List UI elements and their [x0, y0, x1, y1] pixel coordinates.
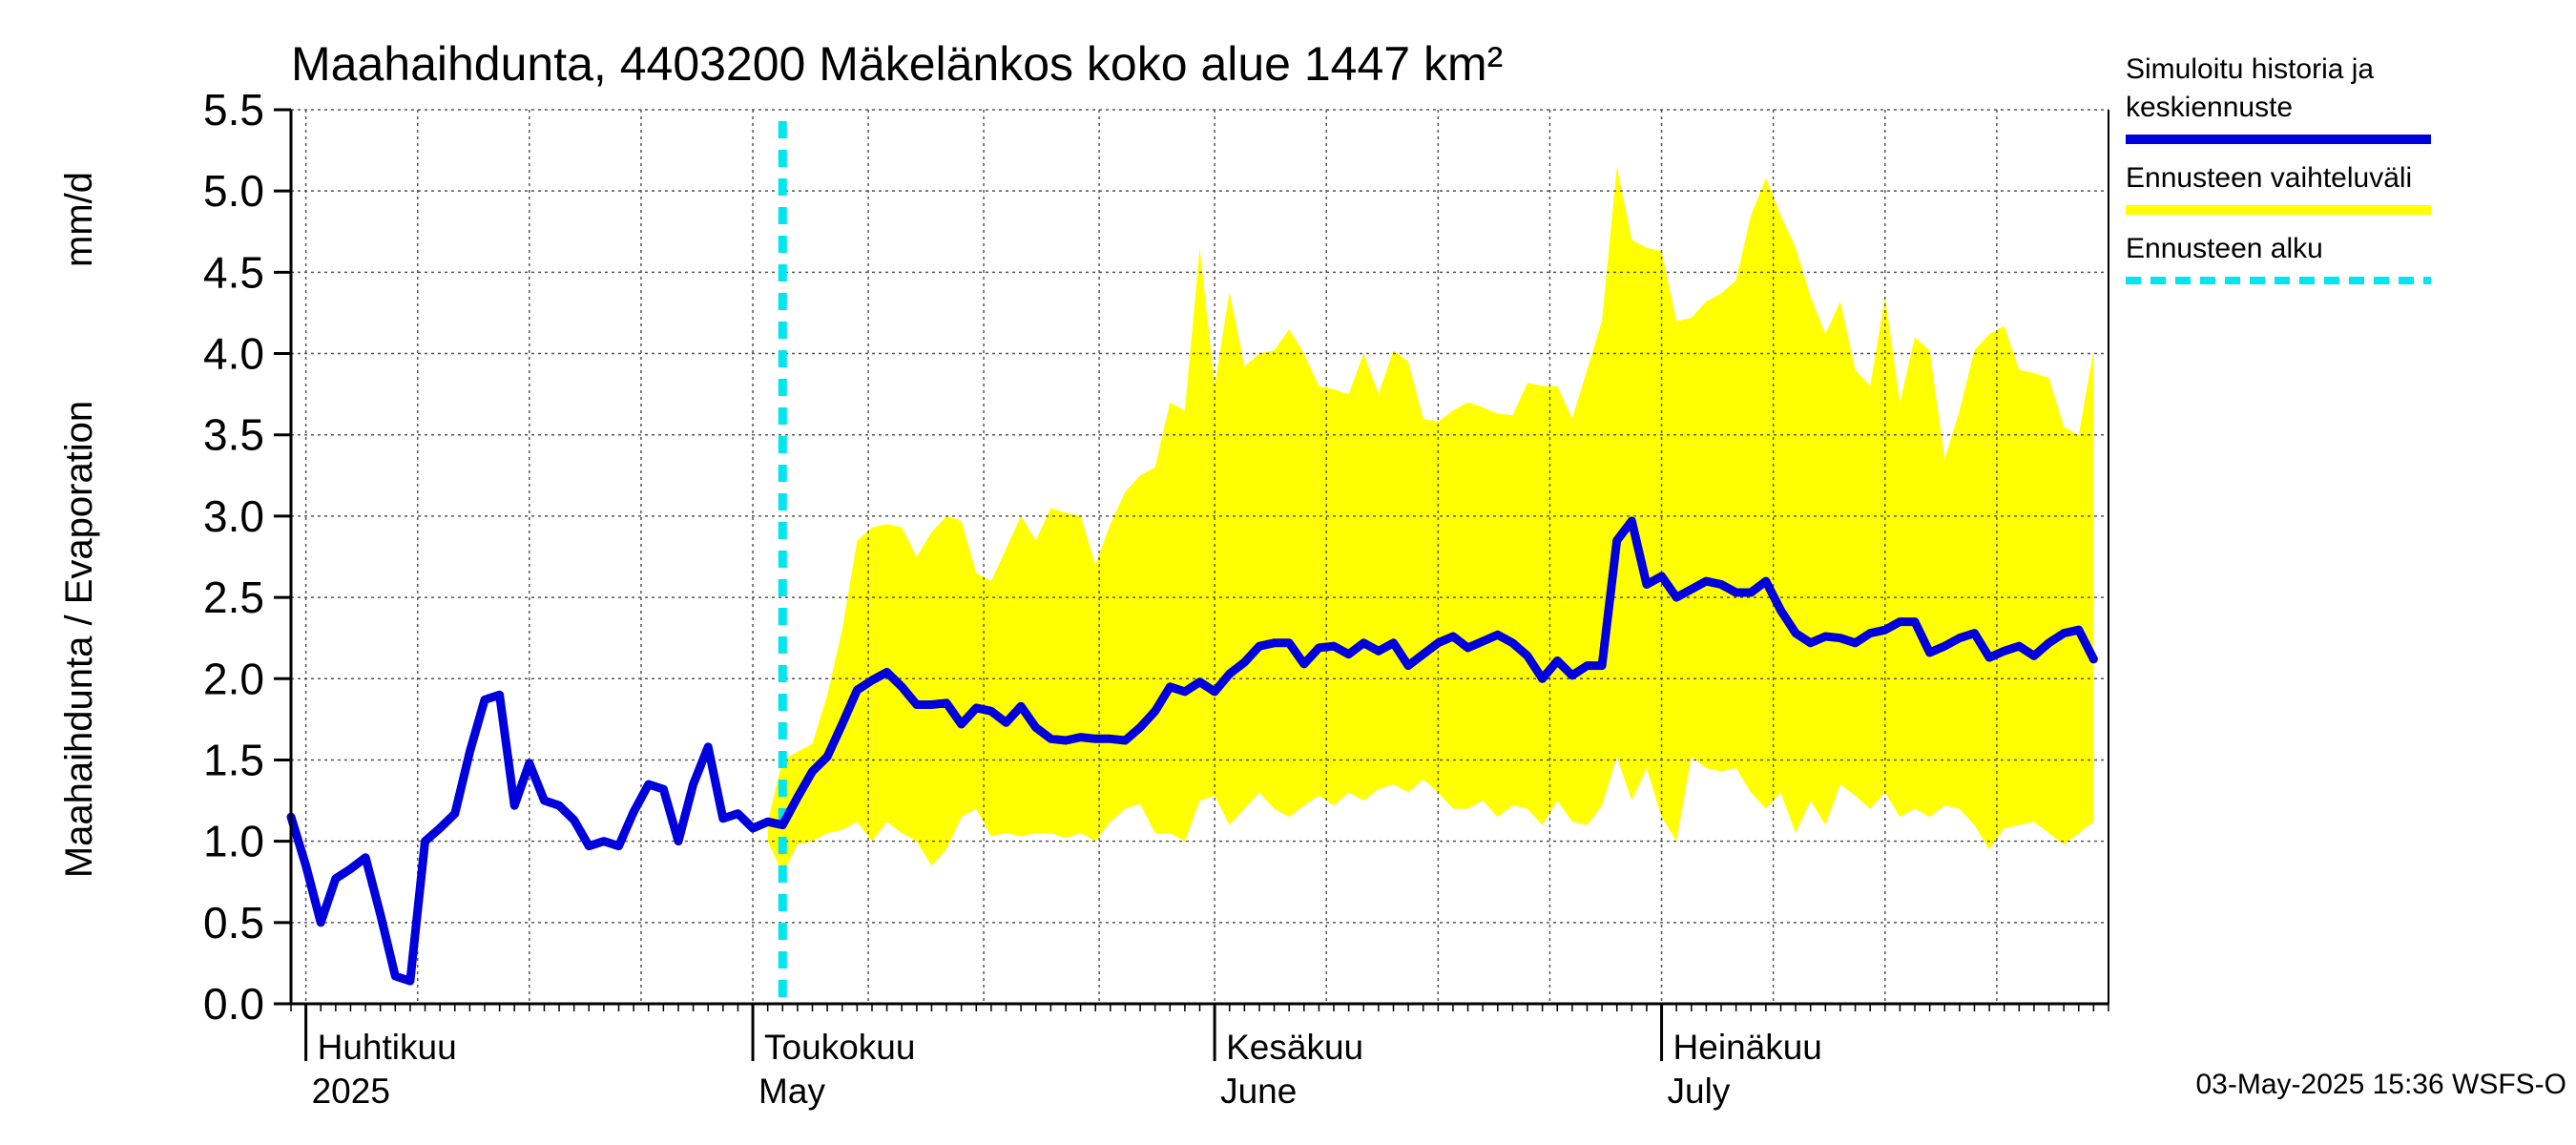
legend: Simuloitu historia ja keskiennuste Ennuste… — [2126, 53, 2431, 284]
mean-evaporation-line — [286, 516, 2098, 986]
month-label-fi: Toukokuu — [764, 1028, 915, 1067]
month-label-fi: Heinäkuu — [1673, 1028, 1822, 1067]
y-tick-label: 0.0 — [203, 979, 264, 1029]
mean-line-layer — [286, 121, 2098, 1004]
y-tick-label: 1.0 — [203, 817, 264, 866]
y-tick-label: 5.0 — [203, 166, 264, 216]
month-label-fi: Kesäkuu — [1226, 1028, 1363, 1067]
legend-label: Ennusteen alku — [2126, 233, 2323, 264]
forecast-range-band-layer — [767, 166, 2094, 874]
labels-layer: 0.0 0.5 1.0 1.5 2.0 2.5 3.0 3.5 4.0 4.5 5.0 5.5 Huht… — [58, 37, 2566, 1111]
month-label-en: May — [758, 1072, 825, 1111]
month-label-en: June — [1220, 1072, 1297, 1111]
y-tick-label: 4.5 — [203, 247, 264, 297]
month-label-en: July — [1668, 1072, 1731, 1111]
y-tick-label: 1.5 — [203, 735, 264, 784]
forecast-range-band — [767, 166, 2094, 874]
legend-label: Ennusteen vaihteluväli — [2126, 162, 2412, 194]
month-label-en: 2025 — [312, 1072, 390, 1111]
axes-layer — [274, 108, 2109, 1061]
y-tick-label: 4.0 — [203, 329, 264, 379]
y-tick-label: 3.0 — [203, 491, 264, 541]
y-axis-label: Maahaihdunta / Evaporation — [58, 401, 100, 878]
legend-label: Simuloitu historia ja — [2126, 53, 2374, 85]
y-tick-label: 3.5 — [203, 410, 264, 460]
chart-title: Maahaihdunta, 4403200 Mäkelänkos koko al… — [291, 37, 1503, 91]
footer-timestamp: 03-May-2025 15:36 WSFS-O — [2196, 1069, 2567, 1100]
y-axis-unit: mm/d — [58, 172, 100, 267]
y-tick-label: 5.5 — [203, 85, 264, 135]
legend-label: keskiennuste — [2126, 92, 2293, 123]
y-tick-label: 2.5 — [203, 572, 264, 622]
month-label-fi: Huhtikuu — [318, 1028, 457, 1067]
y-tick-label: 0.5 — [203, 898, 264, 947]
y-tick-label: 2.0 — [203, 654, 264, 703]
